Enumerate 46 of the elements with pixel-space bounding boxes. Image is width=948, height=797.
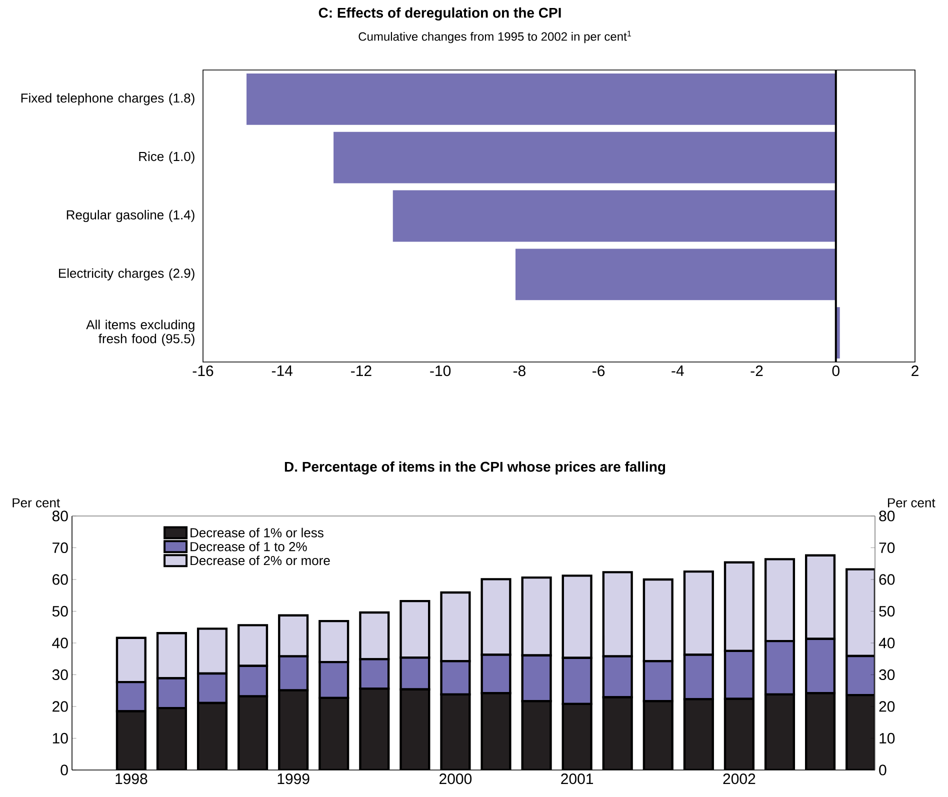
y-tick-label: 0 <box>60 764 68 776</box>
y2-tick-label: 70 <box>879 542 895 554</box>
y2-tick-label: 80 <box>879 510 895 522</box>
y-tick-label: 60 <box>52 574 68 585</box>
x-tick-label: 1999 <box>278 774 310 784</box>
y-axis-title: Per cent <box>12 498 60 508</box>
y2-tick-label: 50 <box>879 606 895 617</box>
chart-title: C: Effects of deregulation on the CPI <box>318 7 561 21</box>
y-tick-label: 50 <box>52 606 68 617</box>
y2-tick-label: 20 <box>879 701 895 712</box>
y2-tick-label: 30 <box>879 669 895 680</box>
y-tick-label: Rice (1.0) <box>139 152 194 164</box>
y-tick-label: 10 <box>52 732 68 744</box>
x-tick-label: -16 <box>192 366 214 376</box>
x-tick-label: 2001 <box>561 774 594 784</box>
y2-tick-label: 40 <box>878 638 895 648</box>
x-tick-label: -2 <box>750 366 763 376</box>
x-tick-label: -10 <box>430 366 451 376</box>
x-tick-label: 2 <box>912 366 918 376</box>
legend-label: Decrease of 1% or less <box>190 528 324 538</box>
y-tick-label: 40 <box>52 638 68 648</box>
x-tick-label: 1998 <box>116 774 148 784</box>
x-tick-label: 0 <box>832 366 840 376</box>
legend-label: Decrease of 2% or more <box>190 556 330 566</box>
y2-tick-label: 60 <box>879 574 895 585</box>
y-tick-label: All items excluding fresh food (95.5) <box>86 320 194 346</box>
y-tick-label: 80 <box>52 510 68 522</box>
y-tick-label: Regular gasoline (1.4) <box>66 210 194 222</box>
x-tick-label: 2000 <box>440 774 472 784</box>
x-tick-label: -8 <box>513 366 526 376</box>
x-tick-label: -12 <box>351 366 372 376</box>
y-tick-label: 30 <box>52 669 68 680</box>
x-tick-label: -6 <box>592 366 605 376</box>
chart-title: D. Percentage of items in the CPI whose prices are falling <box>284 461 666 475</box>
x-tick-label: -4 <box>672 366 684 376</box>
x-tick-label: -14 <box>272 366 293 376</box>
y-tick-label: 70 <box>52 542 68 554</box>
y-tick-label: Fixed telephone charges (1.8) <box>21 93 194 106</box>
y-tick-label: Electricity charges (2.9) <box>59 268 194 280</box>
y-tick-label: 20 <box>52 701 68 712</box>
x-tick-label: 2002 <box>723 774 756 784</box>
y2-axis-title: Per cent <box>888 498 936 508</box>
chart-subtitle: Cumulative changes from 1995 to 2002 in per cent$^{1}$ <box>358 30 632 44</box>
legend-label: Decrease of 1 to 2% <box>190 542 307 552</box>
y2-tick-label: 10 <box>880 732 895 744</box>
y2-tick-label: 0 <box>879 764 886 776</box>
